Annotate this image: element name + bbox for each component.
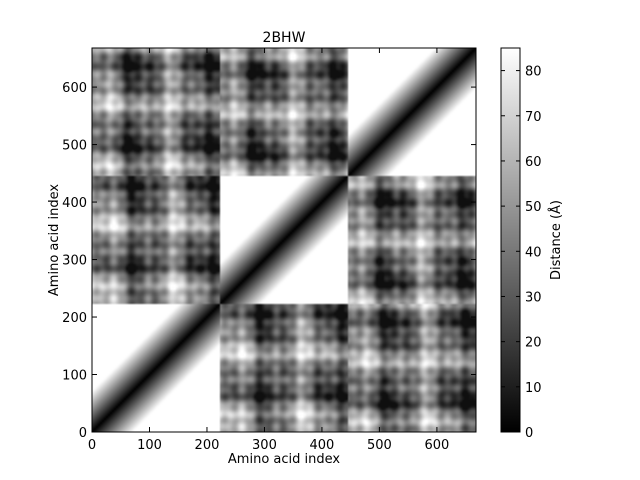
colorbar-label: Distance (Å)	[548, 200, 564, 280]
x-tick-label: 400	[310, 438, 335, 453]
colorbar-tick-label: 80	[525, 65, 542, 80]
y-tick-label: 100	[62, 369, 87, 384]
colorbar-tick-label: 40	[525, 245, 542, 260]
chart-title: 2BHW	[263, 30, 306, 46]
x-axis-label: Amino acid index	[228, 452, 340, 467]
distance-matrix-image	[92, 48, 476, 432]
colorbar-tick-label: 70	[525, 110, 542, 125]
x-tick-label: 500	[367, 438, 392, 453]
colorbar-tick-label: 20	[525, 336, 542, 351]
y-tick-label: 500	[62, 139, 87, 154]
y-tick-label: 400	[62, 196, 87, 211]
x-tick-label: 300	[252, 438, 277, 453]
x-tick-label: 200	[195, 438, 220, 453]
colorbar-axis: 0 10 20 30 40 50 60 70 80	[501, 65, 542, 441]
y-axis: 0 100 200 300 400 500 600	[62, 81, 476, 441]
colorbar-tick-label: 0	[525, 426, 533, 441]
colorbar-tick-label: 10	[525, 381, 542, 396]
x-tick-label: 0	[88, 438, 96, 453]
colorbar	[500, 47, 521, 433]
y-tick-label: 0	[79, 426, 87, 441]
colorbar-tick-label: 50	[525, 200, 542, 215]
y-tick-label: 200	[62, 311, 87, 326]
y-axis-label: Amino acid index	[47, 184, 62, 296]
y-tick-label: 300	[62, 254, 87, 269]
x-axis: 0 100 200 300 400 500 600	[88, 48, 449, 453]
heatmap-plot-area	[91, 47, 477, 433]
colorbar-tick-label: 60	[525, 155, 542, 170]
colorbar-gradient	[500, 47, 521, 433]
x-tick-label: 600	[424, 438, 449, 453]
y-tick-label: 600	[62, 81, 87, 96]
x-tick-label: 100	[137, 438, 162, 453]
colorbar-tick-label: 30	[525, 290, 542, 305]
plot-frame	[91, 47, 477, 433]
